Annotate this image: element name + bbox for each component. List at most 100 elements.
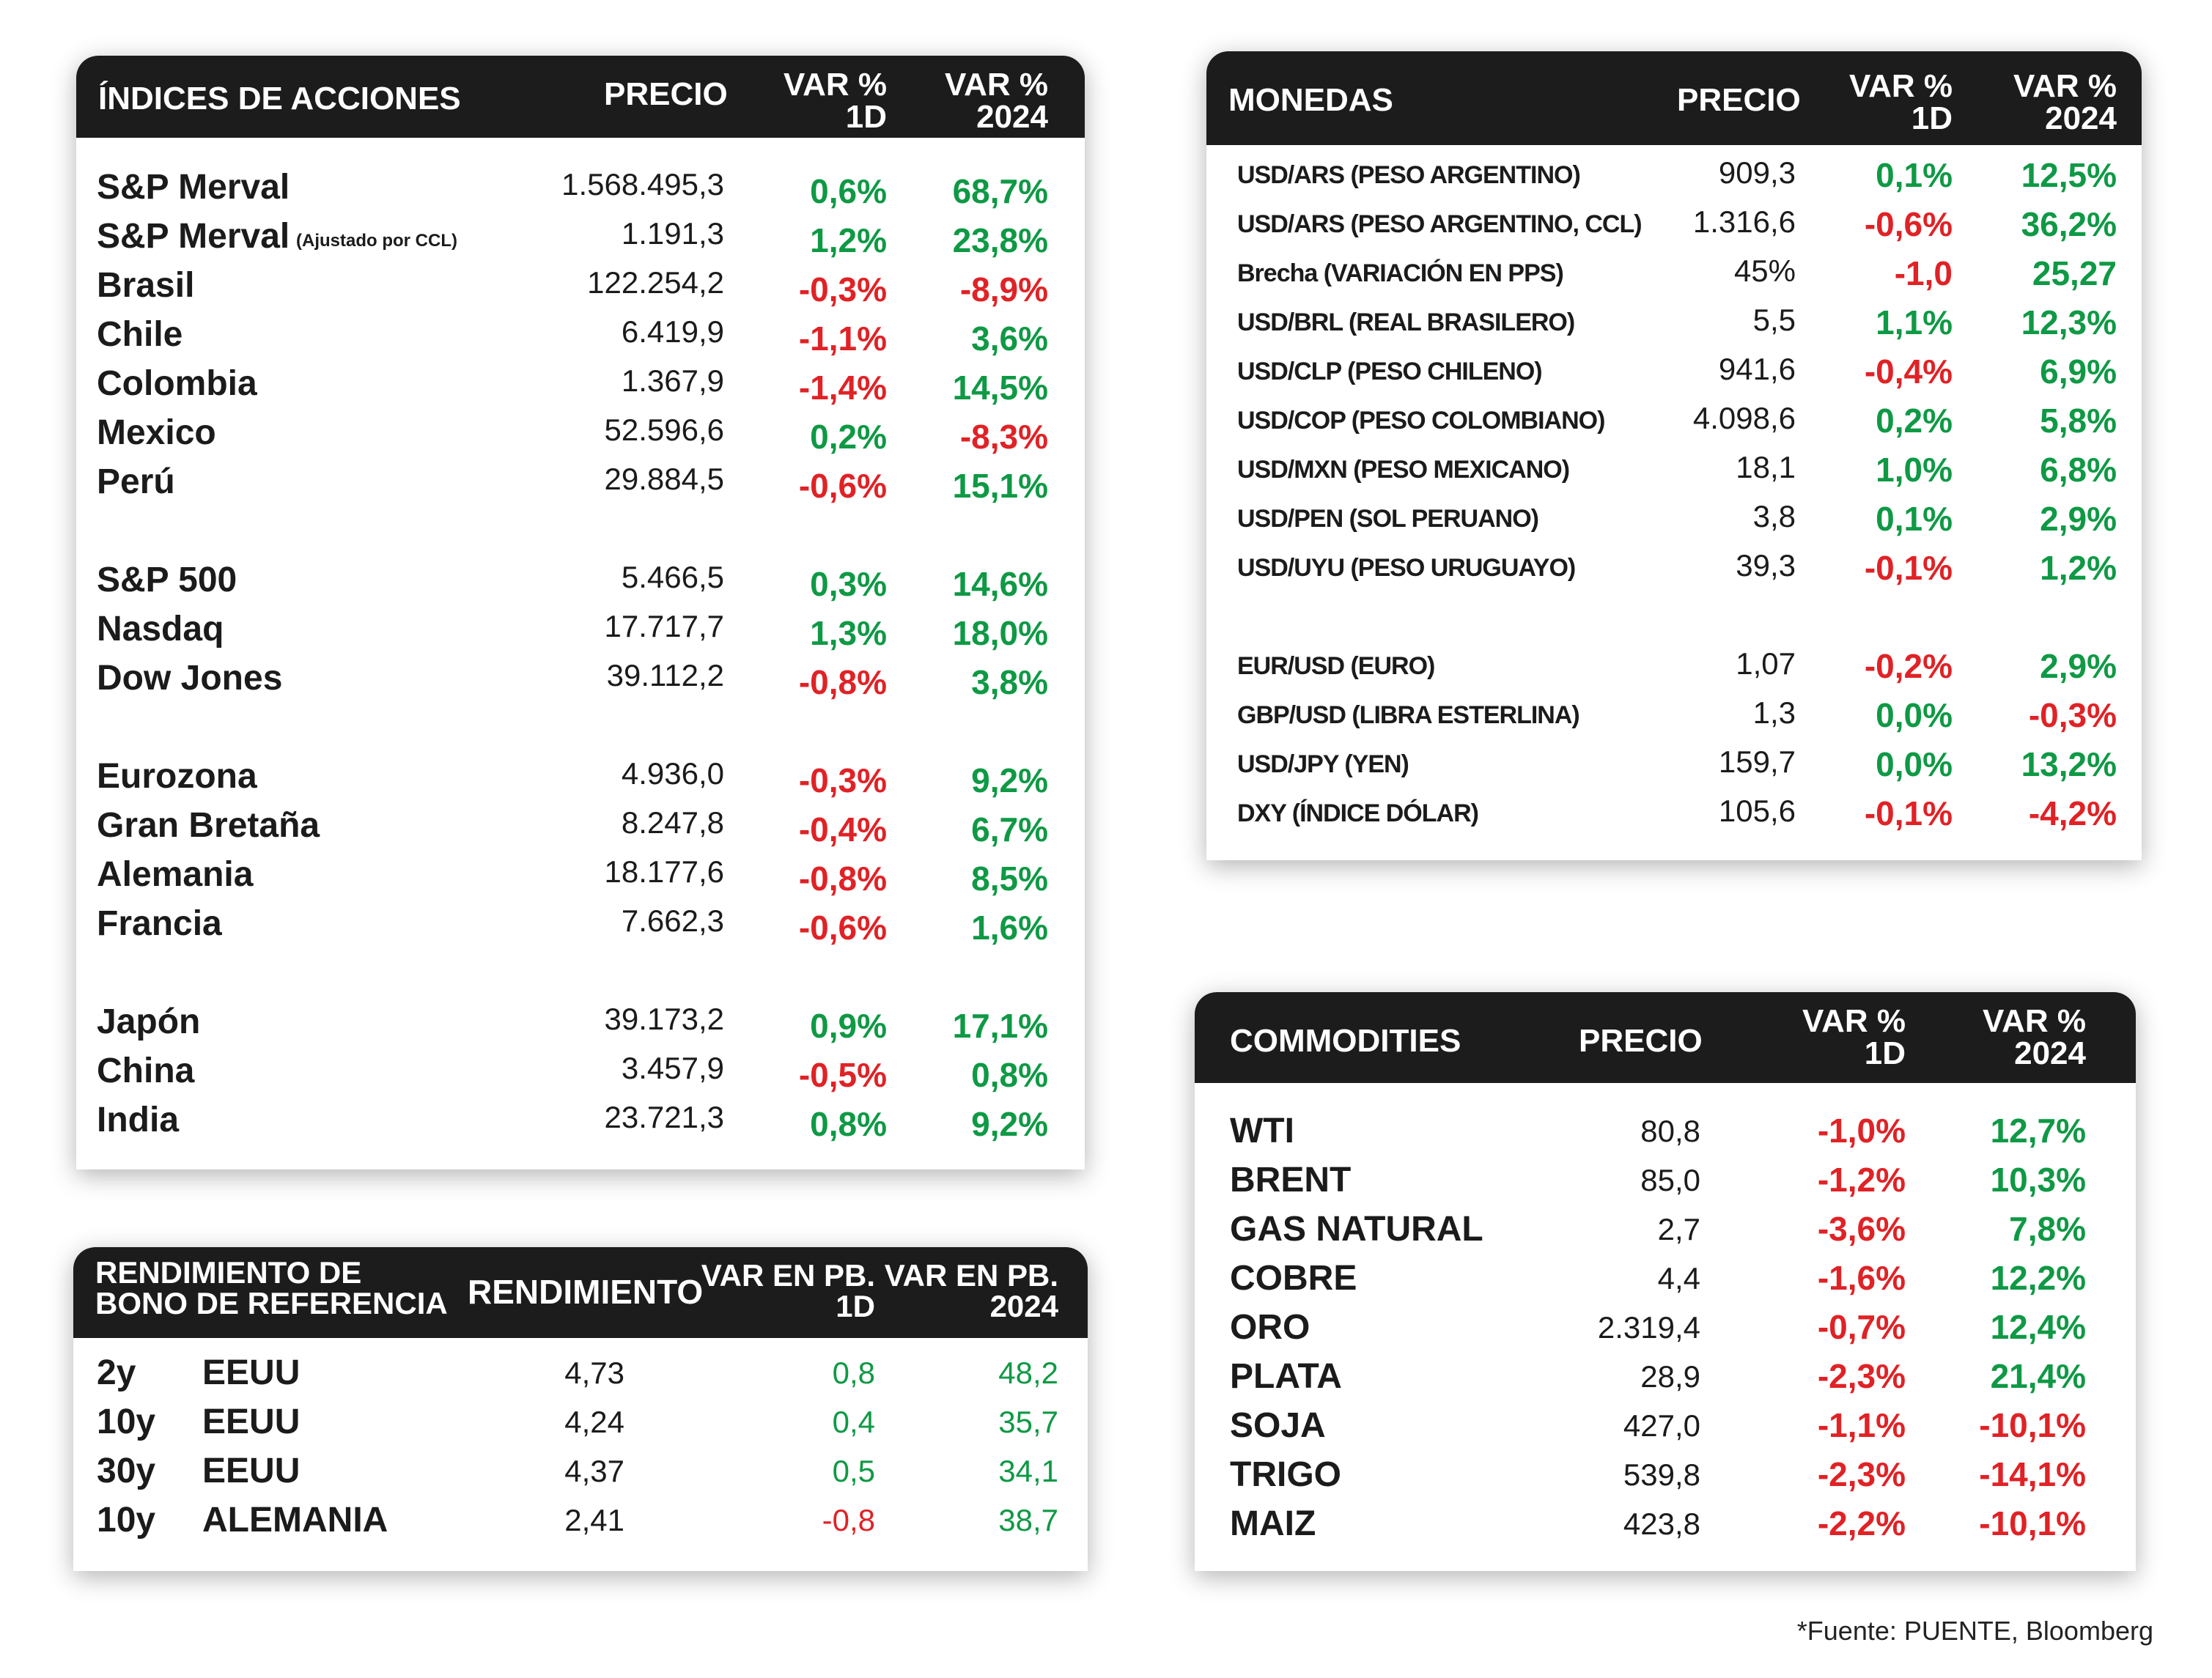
bond-var-2024: 38,7 — [998, 1503, 1058, 1537]
index-price: 29.884,5 — [604, 462, 725, 496]
index-name: Brasil — [97, 266, 195, 305]
header-var-2024: VAR % 2024 — [945, 67, 1048, 135]
table-row: GAS NATURAL 2,7 -3,6% 7,8% — [1195, 1209, 2136, 1258]
commodity-var-2024: 12,4% — [1990, 1308, 2086, 1346]
currency-var-1d: 0,1% — [1876, 500, 1953, 538]
commodity-var-2024: 7,8% — [2009, 1210, 2086, 1248]
header-var-2024: VAR EN PB. 2024 — [884, 1258, 1058, 1323]
index-var-1d: -0,6% — [798, 467, 887, 505]
currency-var-2024: 13,2% — [2021, 745, 2117, 783]
header-var-1d: VAR % 1D — [1849, 68, 1953, 136]
commodity-var-2024: 12,2% — [1990, 1259, 2086, 1297]
index-name: Francia — [97, 904, 222, 943]
currency-var-1d: 0,2% — [1876, 402, 1953, 440]
index-var-2024: 8,5% — [971, 860, 1048, 898]
currency-name: USD/JPY (YEN) — [1237, 750, 1409, 778]
currency-var-1d: -0,2% — [1864, 647, 1953, 685]
commodity-name: BRENT — [1230, 1161, 1352, 1200]
index-var-1d: -0,5% — [798, 1056, 887, 1094]
index-price: 52.596,6 — [604, 413, 725, 447]
commodity-price: 423,8 — [1623, 1507, 1700, 1541]
index-note: (Ajustado por CCL) — [296, 231, 457, 251]
commodity-var-2024: 10,3% — [1990, 1161, 2086, 1199]
table-row: DXY (ÍNDICE DÓLAR) 105,6 -0,1% -4,2% — [1206, 794, 2142, 843]
index-price: 18.177,6 — [604, 854, 725, 889]
bond-yield: 2,41 — [564, 1503, 624, 1537]
index-name: S&P Merval — [97, 217, 290, 256]
currency-price: 909,3 — [1718, 155, 1796, 190]
commodity-var-1d: -3,6% — [1817, 1210, 1906, 1248]
currency-price: 105,6 — [1718, 794, 1796, 828]
table-row: S&P Merval (Ajustado por CCL) 1.191,3 1,2% 2… — [76, 216, 1085, 265]
table-row: PLATA 28,9 -2,3% 21,4% — [1195, 1356, 2136, 1405]
currency-var-1d: -0,1% — [1864, 794, 1953, 832]
currency-var-2024: 12,3% — [2021, 303, 2117, 341]
table-row: 10y EEUU 4,24 0,4 35,7 — [73, 1402, 1088, 1451]
index-var-1d: -0,8% — [798, 860, 887, 898]
currency-var-1d: -1,0 — [1894, 254, 1953, 292]
index-name: Chile — [97, 315, 183, 354]
index-var-2024: -8,3% — [959, 418, 1048, 456]
currency-price: 1.316,6 — [1692, 204, 1796, 239]
index-var-1d: -0,3% — [798, 761, 887, 799]
table-row: USD/PEN (SOL PERUANO) 3,8 0,1% 2,9% — [1206, 499, 2142, 548]
index-var-2024: 3,8% — [971, 663, 1048, 701]
index-name: S&P 500 — [97, 561, 237, 599]
currency-var-2024: 2,9% — [2040, 647, 2117, 685]
bond-var-2024: 34,1 — [998, 1454, 1058, 1488]
index-var-2024: 6,7% — [971, 810, 1048, 849]
commodity-price: 80,8 — [1640, 1114, 1700, 1148]
index-var-2024: 9,2% — [971, 1105, 1048, 1143]
currency-name: GBP/USD (LIBRA ESTERLINA) — [1237, 701, 1580, 729]
index-name: China — [97, 1051, 195, 1090]
commodity-var-2024: -14,1% — [1979, 1455, 2086, 1493]
table-row: S&P Merval 1.568.495,3 0,6% 68,7% — [76, 167, 1085, 216]
table-row: USD/CLP (PESO CHILENO) 941,6 -0,4% 6,9% — [1206, 352, 2142, 401]
commodity-var-1d: -1,0% — [1817, 1112, 1906, 1150]
index-var-2024: 14,5% — [952, 369, 1048, 407]
table-row: India 23.721,3 0,8% 9,2% — [76, 1100, 1085, 1149]
commodity-price: 2.319,4 — [1597, 1310, 1700, 1345]
header-price: PRECIO — [604, 76, 728, 112]
table-row: COBRE 4,4 -1,6% 12,2% — [1195, 1258, 2136, 1307]
currency-var-2024: 2,9% — [2040, 500, 2117, 538]
currency-price: 4.098,6 — [1692, 401, 1796, 435]
index-var-2024: 17,1% — [952, 1007, 1048, 1045]
header-price: PRECIO — [1579, 1023, 1703, 1059]
table-row: Eurozona 4.936,0 -0,3% 9,2% — [76, 756, 1085, 805]
index-price: 39.173,2 — [604, 1002, 725, 1036]
currency-price: 1,3 — [1752, 695, 1796, 730]
commodity-name: SOJA — [1230, 1406, 1326, 1445]
currency-name: EUR/USD (EURO) — [1237, 652, 1435, 680]
commodity-name: GAS NATURAL — [1230, 1210, 1483, 1249]
commodity-price: 2,7 — [1657, 1212, 1700, 1246]
index-var-1d: 0,8% — [810, 1105, 887, 1143]
index-var-2024: 15,1% — [952, 467, 1048, 505]
index-price: 3.457,9 — [621, 1051, 724, 1085]
bond-term: 2y — [97, 1353, 136, 1392]
currency-name: USD/CLP (PESO CHILENO) — [1237, 358, 1543, 385]
bond-term: 10y — [97, 1402, 156, 1441]
bonds-table: RENDIMIENTO DE BONO DE REFERENCIA RENDIM… — [73, 1247, 1088, 1571]
index-var-1d: -0,8% — [798, 663, 887, 701]
commodity-var-1d: -1,1% — [1817, 1406, 1906, 1444]
commodity-var-2024: -10,1% — [1979, 1504, 2086, 1542]
currency-var-2024: 6,9% — [2040, 352, 2117, 391]
index-var-2024: 3,6% — [971, 319, 1048, 358]
header-var-2024: VAR % 2024 — [1983, 1003, 2086, 1071]
bond-yield: 4,24 — [564, 1405, 624, 1439]
commodity-name: ORO — [1230, 1308, 1310, 1347]
commodity-name: COBRE — [1230, 1259, 1357, 1298]
index-var-2024: 18,0% — [952, 614, 1048, 652]
currency-price: 39,3 — [1736, 548, 1796, 583]
table-row: USD/ARS (PESO ARGENTINO, CCL) 1.316,6 -0,6… — [1206, 204, 2142, 254]
index-var-1d: 0,2% — [810, 418, 887, 456]
commodities-header: COMMODITIES PRECIO VAR % 1D VAR % 2024 — [1195, 992, 2136, 1083]
table-row: 30y EEUU 4,37 0,5 34,1 — [73, 1451, 1088, 1500]
index-var-2024: 1,6% — [971, 909, 1048, 947]
table-row: USD/JPY (YEN) 159,7 0,0% 13,2% — [1206, 744, 2142, 794]
currency-price: 45% — [1733, 254, 1796, 288]
table-row: 2y EEUU 4,73 0,8 48,2 — [73, 1353, 1088, 1402]
currency-var-1d: -0,6% — [1864, 205, 1953, 243]
currencies-table: MONEDAS PRECIO VAR % 1D VAR % 2024 USD/A… — [1206, 51, 2142, 860]
